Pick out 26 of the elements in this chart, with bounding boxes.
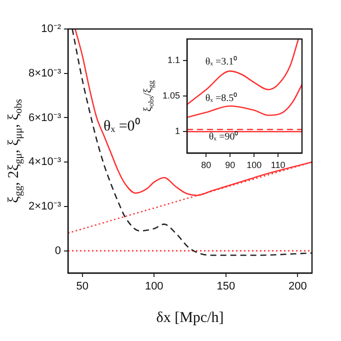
line-series bbox=[187, 39, 300, 106]
y-axis-title: ξgg, 2ξgμ, ξμμ, ξobs bbox=[6, 99, 24, 203]
y-tick-label: 2×10⁻³ bbox=[28, 200, 62, 212]
x-tick-label: 100 bbox=[144, 280, 164, 293]
x-tick-label: 80 bbox=[201, 160, 212, 170]
series-label: θₓ =90⁰ bbox=[208, 130, 239, 143]
y-tick-label: 1.1 bbox=[167, 54, 180, 65]
x-tick-label: 90 bbox=[225, 160, 236, 170]
y-tick-label: 10⁻² bbox=[41, 23, 62, 36]
y-tick-label: 4×10⁻³ bbox=[28, 156, 62, 168]
x-tick-label: 50 bbox=[76, 280, 88, 293]
x-tick-label: 150 bbox=[216, 280, 236, 293]
series-label: θₓ =3.1⁰ bbox=[205, 55, 238, 68]
x-tick-label: 110 bbox=[270, 160, 286, 170]
series-label: θₓ =8.5⁰ bbox=[205, 92, 238, 104]
y-tick-label: 8×10⁻³ bbox=[28, 67, 62, 80]
series-label: θₓ =0⁰ bbox=[104, 118, 140, 135]
line-series bbox=[187, 84, 302, 118]
line-series bbox=[72, 29, 312, 256]
y-tick-label: 1.05 bbox=[162, 90, 180, 100]
x-axis-title: δx [Mpc/h] bbox=[156, 310, 224, 326]
x-tick-label: 100 bbox=[246, 160, 262, 170]
y-tick-label: 6×10⁻³ bbox=[28, 112, 62, 124]
x-tick-label: 200 bbox=[288, 280, 307, 293]
y-tick-label: 0 bbox=[54, 244, 61, 257]
y-tick-label: 1 bbox=[174, 126, 180, 136]
